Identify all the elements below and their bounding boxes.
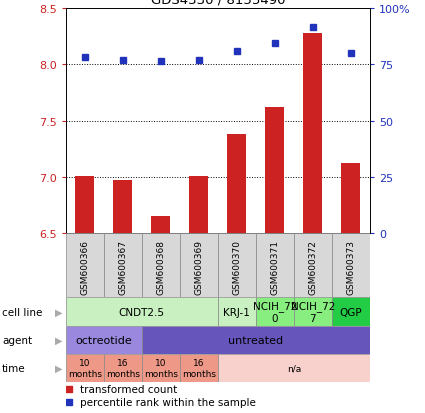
Bar <box>303 33 322 234</box>
Text: n/a: n/a <box>286 363 301 373</box>
Bar <box>189 176 208 234</box>
Text: agent: agent <box>2 335 32 345</box>
Text: ▶: ▶ <box>55 307 63 317</box>
Bar <box>294 234 332 298</box>
Bar <box>294 298 332 326</box>
Text: QGP: QGP <box>340 307 362 317</box>
Bar <box>256 298 294 326</box>
Text: GSM600369: GSM600369 <box>194 240 203 294</box>
Title: GDS4330 / 8155490: GDS4330 / 8155490 <box>150 0 285 6</box>
Bar <box>332 234 370 298</box>
Text: GSM600371: GSM600371 <box>270 240 279 294</box>
Text: NCIH_72
7: NCIH_72 7 <box>291 301 335 323</box>
Bar <box>142 354 180 382</box>
Bar <box>66 234 104 298</box>
Text: ▶: ▶ <box>55 363 63 373</box>
Text: GSM600367: GSM600367 <box>118 240 127 294</box>
Text: transformed count: transformed count <box>79 384 177 394</box>
Text: untreated: untreated <box>228 335 283 345</box>
Text: 10
months: 10 months <box>144 358 178 377</box>
Bar <box>113 181 132 234</box>
Bar <box>180 234 218 298</box>
Bar <box>256 234 294 298</box>
Text: ▶: ▶ <box>55 335 63 345</box>
Bar <box>218 354 370 382</box>
Text: KRJ-1: KRJ-1 <box>224 307 250 317</box>
Bar <box>332 298 370 326</box>
Text: 16
months: 16 months <box>106 358 140 377</box>
Bar <box>265 108 284 234</box>
Text: GSM600366: GSM600366 <box>80 240 89 294</box>
Text: GSM600368: GSM600368 <box>156 240 165 294</box>
Text: GSM600372: GSM600372 <box>308 240 317 294</box>
Text: time: time <box>2 363 26 373</box>
Bar <box>341 164 360 234</box>
Bar <box>218 298 256 326</box>
Bar <box>75 176 94 234</box>
Bar <box>104 354 142 382</box>
Bar <box>180 354 218 382</box>
Text: 16
months: 16 months <box>182 358 216 377</box>
Bar <box>66 298 218 326</box>
Text: NCIH_72
0: NCIH_72 0 <box>252 301 297 323</box>
Text: octreotide: octreotide <box>76 335 132 345</box>
Bar <box>142 326 370 354</box>
Bar <box>104 234 142 298</box>
Text: CNDT2.5: CNDT2.5 <box>119 307 165 317</box>
Bar <box>66 354 104 382</box>
Text: GSM600370: GSM600370 <box>232 240 241 294</box>
Text: 10
months: 10 months <box>68 358 102 377</box>
Text: cell line: cell line <box>2 307 42 317</box>
Text: GSM600373: GSM600373 <box>346 240 355 294</box>
Bar <box>227 135 246 234</box>
Bar <box>142 234 180 298</box>
Bar <box>218 234 256 298</box>
Bar <box>66 326 142 354</box>
Bar <box>151 217 170 234</box>
Text: percentile rank within the sample: percentile rank within the sample <box>79 397 255 407</box>
